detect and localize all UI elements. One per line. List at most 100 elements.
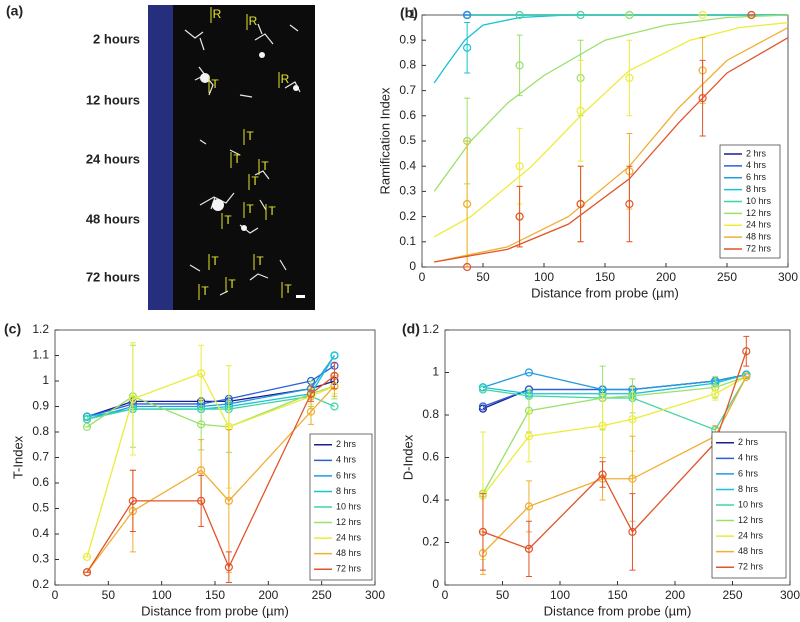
data-point: [698, 94, 707, 103]
data-point: [598, 421, 607, 430]
x-tick-label: 300: [778, 270, 798, 284]
x-tick-label: 150: [595, 270, 615, 284]
legend-label: 24 hrs: [746, 220, 772, 230]
marker-letter: T: [233, 152, 241, 166]
image-strip: [148, 5, 173, 310]
error-bar: [198, 474, 205, 527]
x-axis-label: Distance from probe (µm): [544, 603, 692, 618]
marker-letter: T: [224, 213, 232, 227]
error-bar: [225, 551, 232, 583]
x-tick-label: 250: [722, 588, 742, 602]
y-tick-label: 0.8: [422, 407, 439, 421]
data-point: [463, 262, 472, 272]
data-point: [625, 10, 634, 20]
marker-letter: T: [246, 202, 254, 216]
legend-label: 6 hrs: [336, 470, 357, 480]
data-point: [330, 351, 339, 360]
error-bar: [626, 165, 633, 243]
y-tick-label: 0.4: [422, 492, 439, 506]
y-tick-label: 0.6: [32, 475, 49, 489]
legend-label: 10 hrs: [738, 499, 764, 509]
legend-label: 8 hrs: [738, 484, 759, 494]
y-tick-label: 0: [432, 577, 439, 591]
data-point: [463, 43, 472, 52]
x-tick-label: 200: [656, 270, 676, 284]
y-tick-label: 1.1: [32, 348, 49, 362]
y-tick-label: 0.6: [399, 108, 416, 122]
legend-label: 2 hrs: [336, 439, 357, 449]
data-point: [82, 568, 92, 577]
series-line: [482, 373, 747, 395]
x-tick-label: 50: [476, 270, 490, 284]
y-tick-label: 0.7: [399, 83, 416, 97]
legend-label: 8 hrs: [336, 486, 357, 496]
series-line: [86, 355, 335, 420]
y-tick-label: 0.5: [399, 133, 416, 147]
fit-curve: [433, 14, 789, 192]
error-bar: [599, 461, 606, 488]
y-tick-label: 1.2: [32, 322, 49, 336]
error-bar: [712, 386, 719, 401]
legend-label: 72 hrs: [336, 564, 362, 574]
data-point: [598, 470, 607, 479]
row-label: 24 hours: [86, 151, 140, 166]
error-bar: [129, 342, 136, 456]
series-line: [86, 385, 335, 573]
series-line: [482, 371, 747, 391]
data-point: [628, 527, 637, 536]
x-tick-label: 100: [550, 588, 570, 602]
marker-letter: R: [249, 14, 258, 28]
data-point: [515, 10, 524, 20]
data-point: [628, 415, 637, 424]
legend-label: 4 hrs: [738, 453, 759, 463]
error-bar: [525, 520, 532, 577]
y-tick-label: 0.8: [32, 424, 49, 438]
panel-label: (c): [4, 321, 21, 337]
y-tick-label: 0.4: [399, 158, 416, 172]
legend-label: 12 hrs: [746, 208, 772, 218]
y-axis-label: D-Index: [400, 434, 415, 480]
legend-label: 2 hrs: [738, 437, 759, 447]
marker-letter: T: [201, 284, 209, 298]
x-tick-label: 100: [152, 588, 172, 602]
data-point: [478, 385, 488, 394]
data-point: [576, 199, 585, 209]
y-tick-label: 0.4: [32, 526, 49, 540]
y-tick-label: 0.5: [32, 501, 49, 515]
legend-label: 12 hrs: [738, 515, 764, 525]
data-point: [82, 415, 92, 424]
legend-label: 72 hrs: [738, 562, 764, 572]
legend-label: 12 hrs: [336, 517, 362, 527]
series-line: [86, 395, 335, 420]
row-label: 12 hours: [86, 92, 140, 107]
series-line: [86, 375, 335, 573]
data-point: [82, 422, 92, 431]
x-axis-label: Distance from probe (µm): [141, 603, 289, 618]
row-label: 72 hours: [86, 269, 140, 284]
data-point: [306, 389, 316, 398]
row-label: 2 hours: [93, 31, 140, 46]
legend-label: 24 hrs: [336, 532, 362, 542]
marker-letter: R: [213, 7, 222, 21]
error-bar: [479, 493, 486, 571]
data-point: [82, 412, 92, 421]
error-bar: [516, 34, 523, 97]
y-tick-label: 0.1: [399, 234, 416, 248]
error-bar: [577, 59, 584, 162]
legend-label: 4 hrs: [746, 160, 767, 170]
error-bar: [629, 493, 636, 571]
y-tick-label: 0.3: [32, 552, 49, 566]
series-line: [482, 376, 747, 494]
error-bar: [308, 385, 314, 402]
data-point: [82, 552, 92, 562]
x-tick-label: 50: [496, 588, 510, 602]
data-point: [524, 502, 534, 511]
marker-letter: T: [284, 282, 292, 296]
x-tick-label: 150: [607, 588, 627, 602]
marker-letter: T: [268, 204, 276, 218]
x-tick-label: 100: [534, 270, 554, 284]
marker-letter: T: [211, 254, 219, 268]
data-point: [224, 563, 233, 572]
legend-label: 8 hrs: [746, 184, 767, 194]
x-tick-label: 250: [312, 588, 332, 602]
